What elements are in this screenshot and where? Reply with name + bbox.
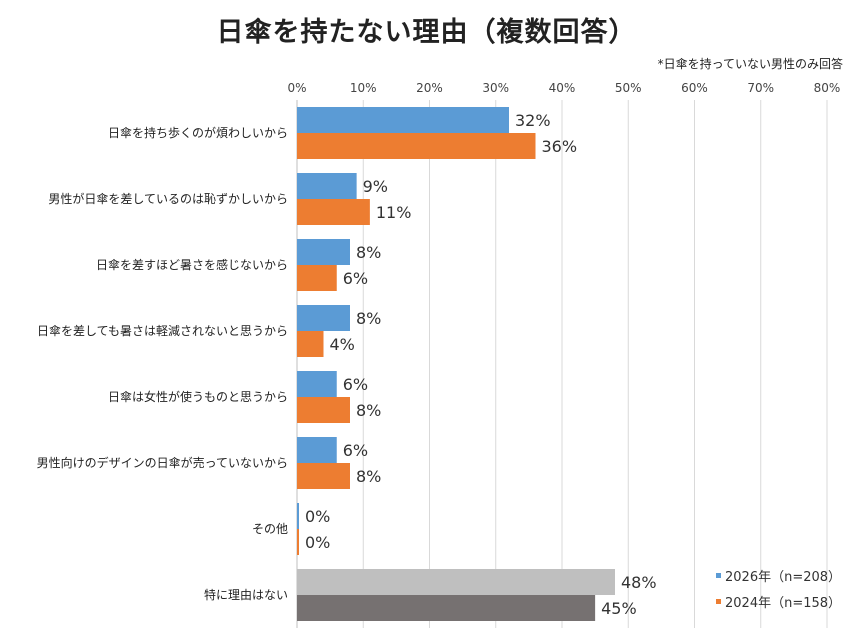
data-label: 0% (305, 533, 330, 552)
bar-2024 (297, 463, 350, 489)
x-tick-label: 50% (615, 81, 642, 95)
data-label: 9% (363, 177, 388, 196)
legend: 2026年（n=208） 2024年（n=158） (716, 565, 841, 617)
category-label: 日傘を差すほど暑さを感じないから (96, 257, 288, 272)
x-tick-label: 40% (549, 81, 576, 95)
data-label: 48% (621, 573, 657, 592)
category-label: 日傘を持ち歩くのが煩わしいから (108, 125, 288, 140)
data-label: 6% (343, 441, 368, 460)
legend-swatch-2024 (716, 599, 721, 604)
data-label: 8% (356, 243, 381, 262)
bar-2024 (297, 595, 596, 621)
bar-2026 (297, 239, 350, 265)
category-label: 日傘は女性が使うものと思うから (108, 389, 288, 404)
bar-2024 (297, 133, 536, 159)
data-label: 6% (343, 269, 368, 288)
legend-item-2024: 2024年（n=158） (716, 591, 841, 617)
x-tick-label: 60% (681, 81, 708, 95)
category-label: 男性向けのデザインの日傘が売っていないから (37, 455, 288, 470)
bar-2024 (297, 331, 324, 357)
bar-2024 (297, 265, 337, 291)
data-label: 8% (356, 401, 381, 420)
category-label: その他 (252, 522, 288, 536)
x-tick-label: 10% (350, 81, 377, 95)
category-label: 特に理由はない (204, 587, 288, 602)
data-label: 11% (376, 203, 412, 222)
category-label: 日傘を差しても暑さは軽減されないと思うから (37, 323, 288, 338)
category-label: 男性が日傘を差しているのは恥ずかしいから (48, 191, 288, 206)
chart-title: 日傘を持たない理由（複数回答） (216, 17, 637, 48)
data-label: 45% (601, 599, 637, 618)
legend-swatch-2026 (716, 573, 721, 578)
chart-note: *日傘を持っていない男性のみ回答 (657, 57, 843, 71)
data-label: 6% (343, 375, 368, 394)
bar-2026 (297, 305, 350, 331)
legend-label-2024: 2024年（n=158） (725, 596, 842, 611)
bar-2026 (297, 107, 509, 133)
bar-2024 (297, 397, 350, 423)
x-tick-label: 70% (747, 81, 774, 95)
x-tick-label: 20% (416, 81, 443, 95)
data-label: 4% (330, 335, 355, 354)
data-label: 32% (515, 111, 551, 130)
legend-label-2026: 2026年（n=208） (725, 570, 842, 585)
data-label: 8% (356, 467, 381, 486)
x-tick-label: 30% (482, 81, 509, 95)
x-tick-label: 80% (814, 81, 841, 95)
bar-2024 (297, 199, 370, 225)
bar-2024 (297, 529, 299, 555)
legend-item-2026: 2026年（n=208） (716, 565, 841, 591)
data-label: 36% (542, 137, 578, 156)
data-label: 8% (356, 309, 381, 328)
bar-2026 (297, 371, 337, 397)
bar-2026 (297, 503, 299, 529)
data-label: 0% (305, 507, 330, 526)
bar-2026 (297, 437, 337, 463)
bar-2026 (297, 569, 615, 595)
bar-2026 (297, 173, 357, 199)
x-tick-label: 0% (287, 81, 306, 95)
